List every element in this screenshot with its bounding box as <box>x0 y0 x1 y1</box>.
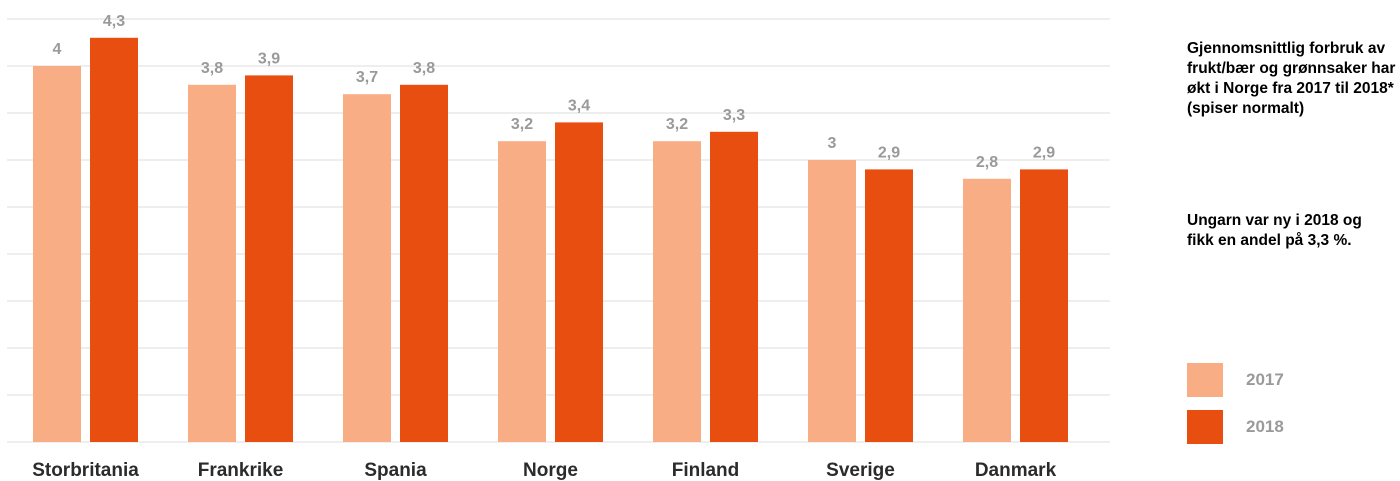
value-label-2018-frankrike: 3,9 <box>258 50 280 67</box>
value-label-2018-sverige: 2,9 <box>878 144 900 161</box>
bar-2017-finland <box>653 141 701 442</box>
info-note-hungary: Ungarn var ny i 2018 og fikk en andel på… <box>1187 212 1362 249</box>
value-label-2018-storbritania: 4,3 <box>103 13 125 30</box>
value-label-2017-spania: 3,7 <box>356 69 378 86</box>
legend-item-2018: 2018 <box>1187 410 1284 444</box>
value-label-2018-norge: 3,4 <box>568 97 590 114</box>
legend-swatch-2017 <box>1187 363 1223 397</box>
category-labels: Storbritania Frankrike Spania Norge Finland S… <box>32 460 1056 481</box>
category-label-sverige: Sverige <box>826 460 895 481</box>
value-label-2018-finland: 3,3 <box>723 107 745 124</box>
bar-2017-frankrike <box>188 84 236 443</box>
info-note-consumption: Gjennomsnittlig forbruk av frukt/bær og … <box>1187 40 1396 117</box>
bar-2017-sverige <box>808 160 856 442</box>
bar-chart: 4 4,3 3,8 3,9 3,7 3,8 3,2 3,4 3,2 3,3 3 2,9 2,8 2,9 S… <box>7 13 1110 481</box>
value-label-2018-danmark: 2,9 <box>1033 144 1055 161</box>
value-labels: 4 4,3 3,8 3,9 3,7 3,8 3,2 3,4 3,2 3,3 3 2,9 2,8 2,9 <box>53 13 1056 171</box>
bar-2017-storbritania <box>33 66 81 442</box>
bar-2018-sverige <box>865 169 913 442</box>
category-label-finland: Finland <box>672 460 740 481</box>
category-label-storbritania: Storbritania <box>32 460 139 481</box>
bar-2018-norge <box>555 122 603 443</box>
value-label-2017-frankrike: 3,8 <box>201 60 223 77</box>
category-label-norge: Norge <box>523 460 578 481</box>
bar-2017-norge <box>498 141 546 442</box>
category-label-danmark: Danmark <box>975 460 1057 481</box>
category-label-frankrike: Frankrike <box>198 460 284 481</box>
value-label-2017-finland: 3,2 <box>666 116 688 133</box>
bar-2018-spania <box>400 84 448 443</box>
value-label-2017-storbritania: 4 <box>53 41 62 58</box>
legend-swatch-2018 <box>1187 410 1223 444</box>
value-label-2018-spania: 3,8 <box>413 60 435 77</box>
bar-2018-finland <box>710 131 758 443</box>
value-label-2017-norge: 3,2 <box>511 116 533 133</box>
bar-2018-frankrike <box>245 75 293 443</box>
bar-2018-storbritania <box>90 37 138 443</box>
legend-item-2017: 2017 <box>1187 363 1284 397</box>
value-label-2017-sverige: 3 <box>828 135 837 152</box>
bars <box>33 37 1068 443</box>
legend-label-2018: 2018 <box>1246 417 1284 436</box>
bar-2017-spania <box>343 94 391 442</box>
value-label-2017-danmark: 2,8 <box>976 154 998 171</box>
category-label-spania: Spania <box>364 460 427 481</box>
legend-label-2017: 2017 <box>1246 370 1284 389</box>
bar-2018-danmark <box>1020 169 1068 442</box>
bar-2017-danmark <box>963 178 1011 443</box>
